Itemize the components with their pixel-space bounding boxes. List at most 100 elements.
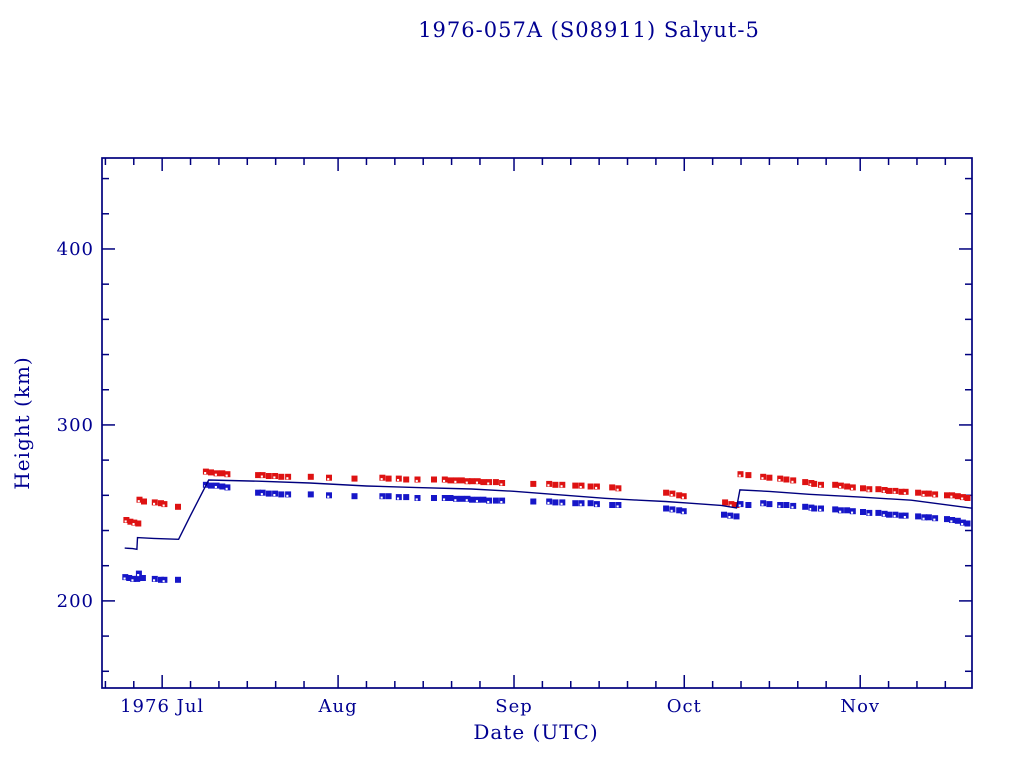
perigee-height-marker-chip [791,506,794,509]
apogee-height-marker-chip [327,478,330,481]
apogee-height-marker-chip [579,486,582,489]
perigee-height-marker [790,502,797,509]
apogee-height-marker [546,480,553,487]
apogee-height-marker [777,475,784,482]
perigee-height-marker [326,492,332,499]
perigee-height-marker-chip [123,577,126,580]
apogee-height-marker [745,472,752,479]
perigee-height-marker-chip [260,493,263,496]
perigee-height-marker-chip [380,496,383,499]
perigee-height-marker [486,497,492,504]
perigee-height-marker [307,491,314,498]
apogee-height-marker [552,481,559,488]
perigee-height-marker-chip [893,515,896,518]
perigee-height-marker-chip [214,486,217,489]
apogee-height-marker [559,481,566,488]
apogee-height-marker [259,472,266,479]
y-tick-label: 300 [57,415,94,436]
perigee-height-marker [593,501,600,508]
perigee-height-marker [609,502,616,508]
apogee-height-marker-chip [454,480,457,483]
apogee-height-marker-chip [670,494,673,497]
perigee-height-marker [208,482,214,489]
apogee-height-marker-chip [153,502,156,505]
apogee-height-marker-chip [500,483,503,486]
apogee-height-marker-chip [903,492,906,495]
apogee-height-marker-chip [950,495,953,498]
perigee-height-marker [134,575,141,582]
perigee-height-marker [875,509,882,516]
perigee-height-marker-chip [903,516,906,519]
perigee-height-marker [499,497,506,504]
apogee-height-marker [136,496,143,503]
perigee-height-marker [615,502,622,508]
apogee-height-marker [141,498,147,505]
perigee-height-marker [480,496,487,503]
apogee-height-marker-chip [761,477,764,480]
perigee-height-marker-chip [415,498,418,501]
perigee-height-marker-chip [487,501,490,504]
perigee-height-marker [441,495,448,501]
apogee-height-marker [441,476,448,483]
perigee-height-marker [572,500,579,507]
apogee-height-marker-chip [487,482,490,485]
perigee-height-marker [285,491,292,498]
apogee-height-marker [431,476,437,483]
apogee-height-marker [680,493,687,500]
y-tick-label: 200 [57,591,94,612]
perigee-height-marker-chip [547,501,550,504]
perigee-height-marker [932,515,939,522]
apogee-height-marker [379,474,386,481]
perigee-height-marker [818,505,824,512]
perigee-height-marker [175,576,181,583]
perigee-height-marker [954,517,961,524]
perigee-height-marker-chip [809,508,812,511]
apogee-height-marker-chip [137,500,140,503]
apogee-height-marker-chip [778,479,781,482]
perigee-height-marker [964,520,971,527]
perigee-height-marker [737,501,744,508]
apogee-height-marker-chip [595,486,598,489]
perigee-height-marker [219,483,226,490]
apogee-height-marker [175,503,181,510]
perigee-height-marker [126,575,133,581]
apogee-height-marker [255,472,262,479]
perigee-height-marker [811,505,818,512]
perigee-height-marker [832,506,839,513]
perigee-height-marker-chip [839,510,842,513]
perigee-height-marker-chip [761,503,764,506]
apogee-height-marker-chip [465,481,468,484]
x-axis-title: Date (UTC) [473,720,599,744]
perigee-height-marker [351,493,358,500]
apogee-height-marker-chip [214,473,217,476]
perigee-height-marker-chip [950,520,953,523]
perigee-height-marker-chip [560,502,563,505]
perigee-height-marker [259,489,266,496]
apogee-height-marker-chip [922,494,925,497]
apogee-height-marker [572,482,579,489]
perigee-height-marker-chip [162,580,165,583]
perigee-height-marker [379,493,386,500]
apogee-height-marker-chip [867,489,870,492]
perigee-height-marker [680,508,687,515]
apogee-height-marker-chip [851,487,854,490]
perigee-height-marker [783,502,790,508]
apogee-height-marker [469,478,475,485]
apogee-height-marker [663,489,670,496]
perigee-height-marker-chip [778,505,781,508]
apogee-height-marker-chip [380,478,383,481]
apogee-height-marker [722,499,729,506]
perigee-height-marker [272,490,279,497]
apogee-height-marker [811,480,818,487]
perigee-height-marker [727,512,734,519]
apogee-height-marker [414,476,421,483]
perigee-height-marker-chip [867,513,870,516]
apogee-height-marker [954,493,961,500]
apogee-height-marker [265,473,272,479]
apogee-height-marker [123,517,130,523]
perigee-height-marker-chip [327,495,330,498]
perigee-height-marker-chip [454,499,457,502]
x-tick-label: 1976 Jul [120,696,204,717]
